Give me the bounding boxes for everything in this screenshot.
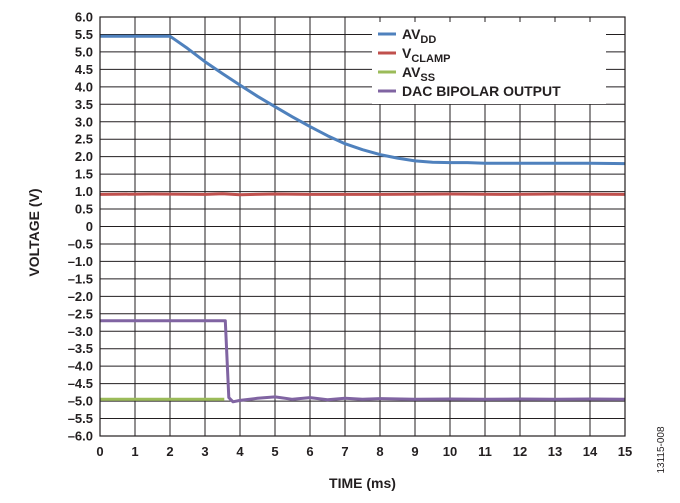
- y-tick-label: –2.0: [68, 289, 93, 304]
- y-tick-label: –3.5: [68, 341, 93, 356]
- legend-label: AVSS: [402, 64, 435, 84]
- y-tick-label: 4.0: [75, 79, 93, 94]
- y-axis-title: VOLTAGE (V): [26, 188, 42, 276]
- series-layer: [99, 34, 626, 404]
- y-tick-label: 5.0: [75, 44, 93, 59]
- y-tick-label: –2.5: [68, 306, 93, 321]
- y-tick-label: –5.0: [68, 394, 93, 409]
- y-tick-label: –4.5: [68, 376, 93, 391]
- legend-label: DAC BIPOLAR OUTPUT: [402, 83, 561, 99]
- x-tick-label: 2: [166, 444, 173, 459]
- y-tick-label: 2.0: [75, 149, 93, 164]
- x-tick-labels: 0 1 2 3 4 5 6 7 8 9 10 11 12 13 14 15: [96, 444, 632, 459]
- x-tick-label: 0: [96, 444, 103, 459]
- y-tick-label: 5.5: [75, 27, 93, 42]
- x-tick-label: 10: [443, 444, 457, 459]
- y-tick-label: –1.0: [68, 254, 93, 269]
- y-tick-label: –1.5: [68, 271, 93, 286]
- legend-label: AVDD: [402, 26, 436, 46]
- x-tick-label: 6: [306, 444, 313, 459]
- y-tick-label: –3.0: [68, 324, 93, 339]
- figure-code: 13115-008: [656, 426, 667, 474]
- x-tick-label: 8: [376, 444, 383, 459]
- y-tick-labels: 6.0 5.5 5.0 4.5 4.0 3.5 3.0 2.5 2.0 1.5 1.0 0.5 0 –0.…: [68, 10, 93, 444]
- x-tick-label: 11: [478, 444, 492, 459]
- y-tick-label: 1.5: [75, 167, 93, 182]
- x-tick-label: 1: [131, 444, 138, 459]
- x-tick-label: 12: [513, 444, 527, 459]
- x-tick-label: 7: [341, 444, 348, 459]
- y-tick-label: 4.5: [75, 62, 93, 77]
- y-tick-label: –5.5: [68, 411, 93, 426]
- x-tick-label: 14: [583, 444, 598, 459]
- y-tick-label: 0.5: [75, 202, 93, 217]
- series-line-dac-bipolar-output: [100, 319, 626, 404]
- x-axis-title: TIME (ms): [329, 475, 396, 491]
- x-tick-label: 9: [411, 444, 418, 459]
- legend-background: [372, 22, 606, 104]
- x-tick-label: 4: [236, 444, 244, 459]
- y-tick-label: –6.0: [68, 429, 93, 444]
- y-tick-label: 3.5: [75, 97, 93, 112]
- x-tick-label: 13: [548, 444, 562, 459]
- y-tick-label: 6.0: [75, 10, 93, 25]
- y-tick-label: –4.0: [68, 359, 93, 374]
- y-tick-label: 0: [86, 219, 93, 234]
- y-tick-label: 3.0: [75, 114, 93, 129]
- series-line-avdd: [100, 34, 626, 166]
- y-tick-label: 1.0: [75, 184, 93, 199]
- y-tick-label: 2.5: [75, 132, 93, 147]
- x-tick-label: 15: [618, 444, 632, 459]
- x-tick-label: 5: [271, 444, 278, 459]
- plot-frame: [99, 16, 626, 437]
- legend-label: VCLAMP: [402, 45, 450, 65]
- y-tick-label: –0.5: [68, 236, 93, 251]
- x-tick-label: 3: [201, 444, 208, 459]
- series-line-vclamp: [99, 192, 626, 197]
